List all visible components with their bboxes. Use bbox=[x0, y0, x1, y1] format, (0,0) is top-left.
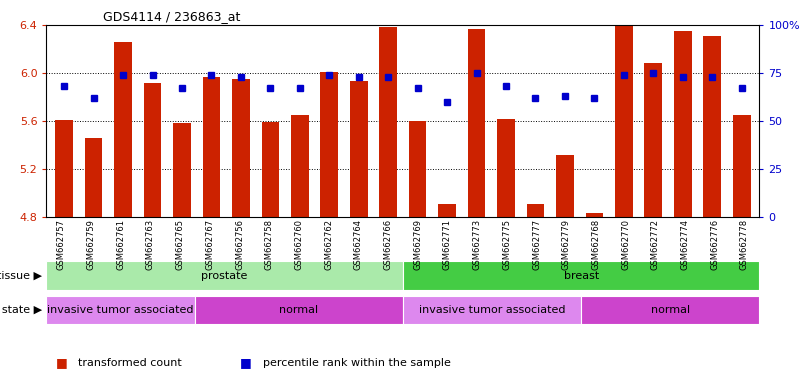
Text: transformed count: transformed count bbox=[78, 358, 183, 368]
Bar bbox=[403, 261, 759, 290]
Bar bbox=[582, 296, 759, 324]
Text: GSM662773: GSM662773 bbox=[473, 219, 481, 270]
Text: breast: breast bbox=[563, 270, 599, 281]
Text: GSM662775: GSM662775 bbox=[502, 219, 511, 270]
Bar bbox=[403, 296, 582, 324]
Text: GSM662761: GSM662761 bbox=[116, 219, 125, 270]
Text: GSM662767: GSM662767 bbox=[205, 219, 215, 270]
Bar bbox=[291, 115, 308, 217]
Text: normal: normal bbox=[280, 305, 319, 315]
Text: invasive tumor associated: invasive tumor associated bbox=[47, 305, 194, 315]
Text: GSM662774: GSM662774 bbox=[681, 219, 690, 270]
Bar bbox=[645, 63, 662, 217]
Bar bbox=[232, 79, 250, 217]
Bar bbox=[350, 81, 368, 217]
Text: invasive tumor associated: invasive tumor associated bbox=[419, 305, 566, 315]
Bar bbox=[526, 204, 545, 217]
Text: GDS4114 / 236863_at: GDS4114 / 236863_at bbox=[103, 10, 241, 23]
Text: GSM662765: GSM662765 bbox=[175, 219, 184, 270]
Bar bbox=[409, 121, 426, 217]
Text: GSM662776: GSM662776 bbox=[710, 219, 719, 270]
Bar bbox=[195, 296, 403, 324]
Text: ■: ■ bbox=[240, 356, 252, 369]
Bar bbox=[55, 120, 73, 217]
Text: tissue ▶: tissue ▶ bbox=[0, 270, 42, 281]
Text: GSM662756: GSM662756 bbox=[235, 219, 244, 270]
Text: GSM662778: GSM662778 bbox=[740, 219, 749, 270]
Text: GSM662758: GSM662758 bbox=[265, 219, 274, 270]
Text: GSM662779: GSM662779 bbox=[562, 219, 571, 270]
Bar bbox=[497, 119, 515, 217]
Bar bbox=[46, 261, 403, 290]
Text: GSM662763: GSM662763 bbox=[146, 219, 155, 270]
Bar bbox=[115, 42, 132, 217]
Text: GSM662771: GSM662771 bbox=[443, 219, 452, 270]
Text: GSM662759: GSM662759 bbox=[87, 219, 95, 270]
Bar bbox=[703, 36, 721, 217]
Bar bbox=[46, 296, 195, 324]
Bar bbox=[615, 25, 633, 217]
Text: GSM662769: GSM662769 bbox=[413, 219, 422, 270]
Bar bbox=[261, 122, 280, 217]
Bar bbox=[438, 204, 456, 217]
Bar bbox=[674, 31, 691, 217]
Bar bbox=[203, 76, 220, 217]
Bar bbox=[320, 72, 338, 217]
Bar bbox=[380, 27, 397, 217]
Text: GSM662757: GSM662757 bbox=[57, 219, 66, 270]
Text: GSM662777: GSM662777 bbox=[532, 219, 541, 270]
Bar bbox=[173, 123, 191, 217]
Text: GSM662760: GSM662760 bbox=[295, 219, 304, 270]
Text: percentile rank within the sample: percentile rank within the sample bbox=[263, 358, 451, 368]
Text: GSM662766: GSM662766 bbox=[384, 219, 392, 270]
Bar bbox=[556, 155, 574, 217]
Bar bbox=[586, 214, 603, 217]
Bar bbox=[143, 83, 161, 217]
Text: GSM662772: GSM662772 bbox=[651, 219, 660, 270]
Text: GSM662768: GSM662768 bbox=[591, 219, 601, 270]
Text: disease state ▶: disease state ▶ bbox=[0, 305, 42, 315]
Bar bbox=[85, 138, 103, 217]
Text: GSM662762: GSM662762 bbox=[324, 219, 333, 270]
Text: normal: normal bbox=[650, 305, 690, 315]
Bar bbox=[468, 28, 485, 217]
Text: prostate: prostate bbox=[202, 270, 248, 281]
Text: ■: ■ bbox=[56, 356, 68, 369]
Text: GSM662770: GSM662770 bbox=[622, 219, 630, 270]
Text: GSM662764: GSM662764 bbox=[354, 219, 363, 270]
Bar bbox=[733, 115, 751, 217]
